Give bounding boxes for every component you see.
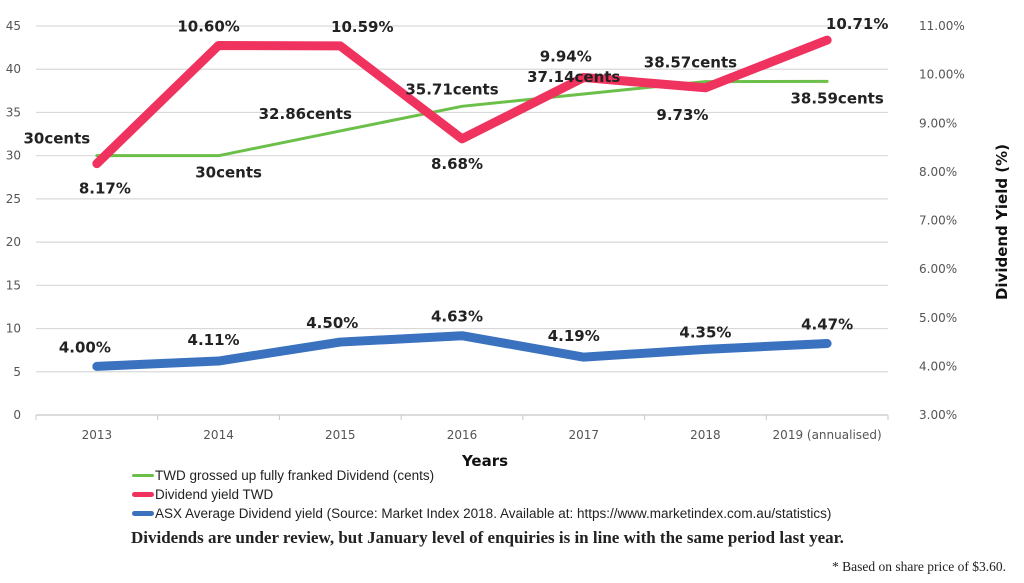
right-tick-label: 6.00% [919,262,957,276]
right-tick-label: 9.00% [919,116,957,130]
x-tick-label: 2017 [568,428,599,442]
caption: Dividends are under review, but January … [131,528,844,547]
x-tick-label: 2018 [690,428,721,442]
series-line-1 [92,35,832,169]
left-tick-label: 15 [6,278,21,292]
series-line-0 [95,79,829,158]
right-tick-label: 10.00% [919,68,965,82]
data-label: 8.68% [431,155,483,173]
data-label: 35.71cents [405,80,498,98]
right-tick-label: 3.00% [919,408,957,422]
right-tick-label: 4.00% [919,359,957,373]
x-tick-label: 2014 [203,428,234,442]
data-label: 38.57cents [644,54,737,72]
data-labels: 30cents 30cents 32.86cents 35.71cents 37.14c… [23,15,888,356]
data-label: 4.63% [431,308,483,326]
x-tick-label: 2013 [82,428,113,442]
legend: TWD grossed up fully franked Dividend (c… [132,466,831,523]
legend-label: TWD grossed up fully franked Dividend (c… [155,468,435,483]
left-tick-label: 20 [6,235,21,249]
legend-swatch-green [132,474,154,477]
footnote: * Based on share price of $3.60. [832,559,1006,574]
left-tick-label: 10 [6,322,21,336]
legend-item-dividend-cents: TWD grossed up fully franked Dividend (c… [132,466,831,485]
data-label: 4.47% [801,316,853,334]
data-label: 10.59% [331,18,393,36]
data-label: 4.19% [548,327,600,345]
left-tick-label: 5 [13,365,21,379]
data-label: 30cents [23,130,90,148]
data-label: 9.94% [540,48,592,66]
right-tick-label: 8.00% [919,165,957,179]
data-label: 8.17% [79,180,131,198]
legend-swatch-blue [132,511,154,516]
series-line-2 [92,331,832,371]
data-label: 32.86cents [259,105,352,123]
data-label: 4.11% [188,331,240,349]
left-tick-label: 0 [13,408,21,422]
left-tick-label: 30 [6,149,21,163]
x-tick-label: 2019 (annualised) [773,428,882,442]
right-tick-label: 11.00% [919,19,965,33]
legend-swatch-red [132,492,154,497]
data-label: 37.14cents [527,68,620,86]
data-label: 38.59cents [790,89,883,107]
data-label: 4.35% [679,323,731,341]
left-tick-label: 25 [6,192,21,206]
data-label: 10.71% [826,15,888,33]
left-axis-ticks: 0 5 10 15 20 25 30 35 40 45 [6,19,21,422]
right-axis-title: Dividend Yield (%) [993,144,1011,300]
data-label: 4.00% [59,338,111,356]
data-label: 10.60% [177,17,239,35]
data-label: 30cents [195,164,262,182]
data-label: 4.50% [306,314,358,332]
data-label: 9.73% [656,106,708,124]
right-axis-ticks: 3.00% 4.00% 5.00% 6.00% 7.00% 8.00% 9.00% 10.00… [919,19,965,422]
right-tick-label: 5.00% [919,311,957,325]
left-tick-label: 40 [6,62,21,76]
legend-item-dividend-yield-twd: Dividend yield TWD [132,485,831,504]
x-axis-title: Years [461,452,508,470]
legend-item-asx-yield: ASX Average Dividend yield (Source: Mark… [132,504,831,523]
legend-label: Dividend yield TWD [155,487,274,502]
legend-label: ASX Average Dividend yield (Source: Mark… [155,506,832,521]
series-lines [92,35,832,371]
right-tick-label: 7.00% [919,214,957,228]
x-tick-label: 2015 [325,428,356,442]
x-axis-ticks: 2013 2014 2015 2016 2017 2018 2019 (annualised… [35,415,889,442]
x-tick-label: 2016 [447,428,478,442]
left-tick-label: 35 [6,105,21,119]
left-tick-label: 45 [6,19,21,33]
